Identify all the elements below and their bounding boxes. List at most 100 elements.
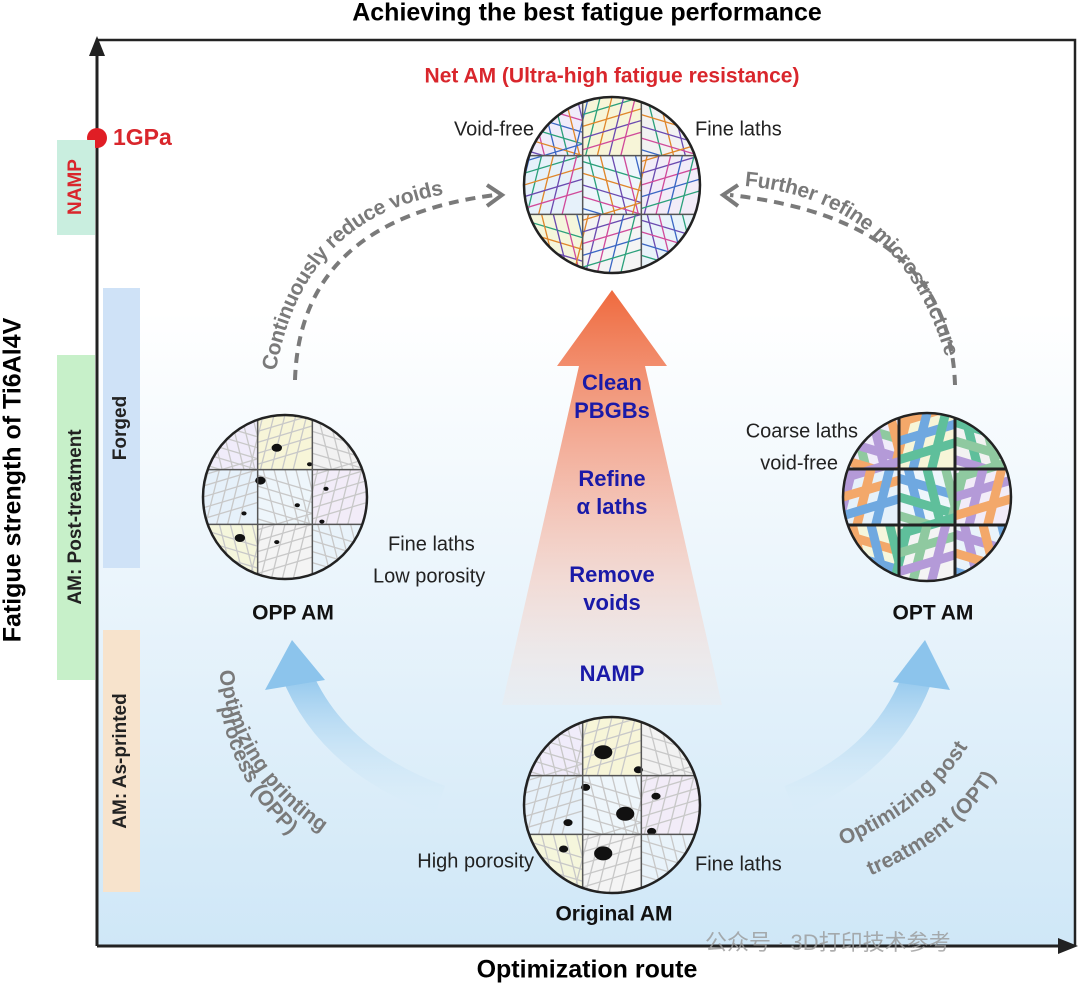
lath: [257, 523, 313, 542]
lath: [336, 469, 352, 525]
lath: [953, 494, 1011, 520]
lath: [582, 751, 642, 771]
lath: [226, 469, 242, 525]
lath: [312, 452, 367, 471]
opt-arrow: [784, 665, 935, 814]
void: [307, 462, 313, 467]
lath: [608, 717, 625, 776]
void: [323, 486, 329, 491]
x-axis-label: Optimization route: [477, 956, 698, 984]
lath: [582, 131, 642, 151]
lath: [582, 739, 642, 759]
note: High porosity: [417, 850, 534, 872]
opt-arrowhead: [893, 640, 950, 690]
micrograph-border: [522, 715, 702, 895]
step: Remove: [569, 562, 655, 587]
lath: [262, 469, 278, 525]
lath: [549, 155, 566, 215]
band-label: NAMP: [65, 159, 86, 215]
node-label: Original AM: [555, 903, 672, 926]
lath: [678, 155, 695, 215]
lath: [526, 155, 543, 215]
lath: [257, 496, 313, 515]
band: [57, 355, 95, 680]
lath: [257, 507, 313, 525]
node-label: Net AM (Ultra-high fatigue resistance): [425, 65, 800, 88]
lath: [582, 201, 642, 221]
lath: [596, 834, 613, 893]
lath: [237, 469, 253, 525]
lath: [582, 816, 642, 835]
lath: [312, 469, 367, 487]
lath: [582, 196, 642, 215]
lath: [312, 490, 367, 509]
lath: [584, 717, 601, 776]
y-axis-label: Fatigue strength of Ti6Al4V: [0, 317, 27, 642]
lath: [678, 775, 695, 835]
note: void-free: [760, 452, 838, 474]
note: Fine laths: [695, 118, 782, 140]
lath: [203, 501, 258, 520]
lath: [641, 798, 700, 818]
lath: [643, 775, 660, 835]
note: Fine laths: [695, 853, 782, 875]
lath: [524, 178, 583, 198]
lath: [641, 810, 700, 830]
lath: [257, 545, 313, 564]
step: voids: [583, 590, 640, 615]
lath: [582, 213, 642, 233]
lath: [564, 214, 581, 273]
lath: [641, 137, 700, 157]
lath: [852, 467, 876, 527]
lath: [620, 97, 637, 156]
lath: [257, 436, 313, 454]
void: [651, 792, 661, 800]
lath: [257, 447, 313, 465]
void: [271, 443, 282, 452]
lath: [524, 190, 583, 210]
void: [559, 845, 569, 853]
void: [647, 827, 657, 835]
band-label: Forged: [110, 396, 131, 460]
band: [103, 288, 140, 568]
lath: [240, 524, 256, 579]
band-label: AM: Post-treatment: [65, 429, 86, 605]
lath: [582, 248, 642, 268]
note: Low porosity: [373, 565, 485, 587]
lath: [582, 804, 642, 824]
lath: [584, 834, 601, 893]
lath: [599, 155, 616, 215]
lath: [257, 474, 313, 493]
lath: [611, 155, 628, 215]
lath: [257, 512, 313, 531]
lath: [667, 155, 684, 215]
lath: [927, 413, 951, 471]
lath: [908, 413, 932, 471]
void: [294, 503, 300, 508]
lath: [524, 810, 583, 830]
lath: [608, 97, 625, 156]
lath: [582, 184, 642, 204]
lath: [281, 415, 297, 470]
lath: [596, 97, 613, 156]
lath: [582, 821, 642, 841]
lath: [281, 524, 297, 579]
lath: [582, 857, 642, 877]
lath: [273, 469, 289, 525]
lath: [667, 775, 684, 835]
lath: [641, 757, 700, 777]
lath: [641, 178, 700, 198]
lath: [643, 155, 660, 215]
lath: [561, 155, 578, 215]
lath: [216, 469, 231, 525]
lath: [549, 775, 566, 835]
dashed-arrow: [293, 193, 496, 381]
lath: [584, 214, 601, 273]
lath: [964, 467, 988, 527]
note: Void-free: [454, 118, 534, 140]
void: [255, 476, 266, 485]
lath: [524, 798, 583, 818]
void: [234, 534, 246, 542]
arrowhead: [719, 183, 740, 208]
